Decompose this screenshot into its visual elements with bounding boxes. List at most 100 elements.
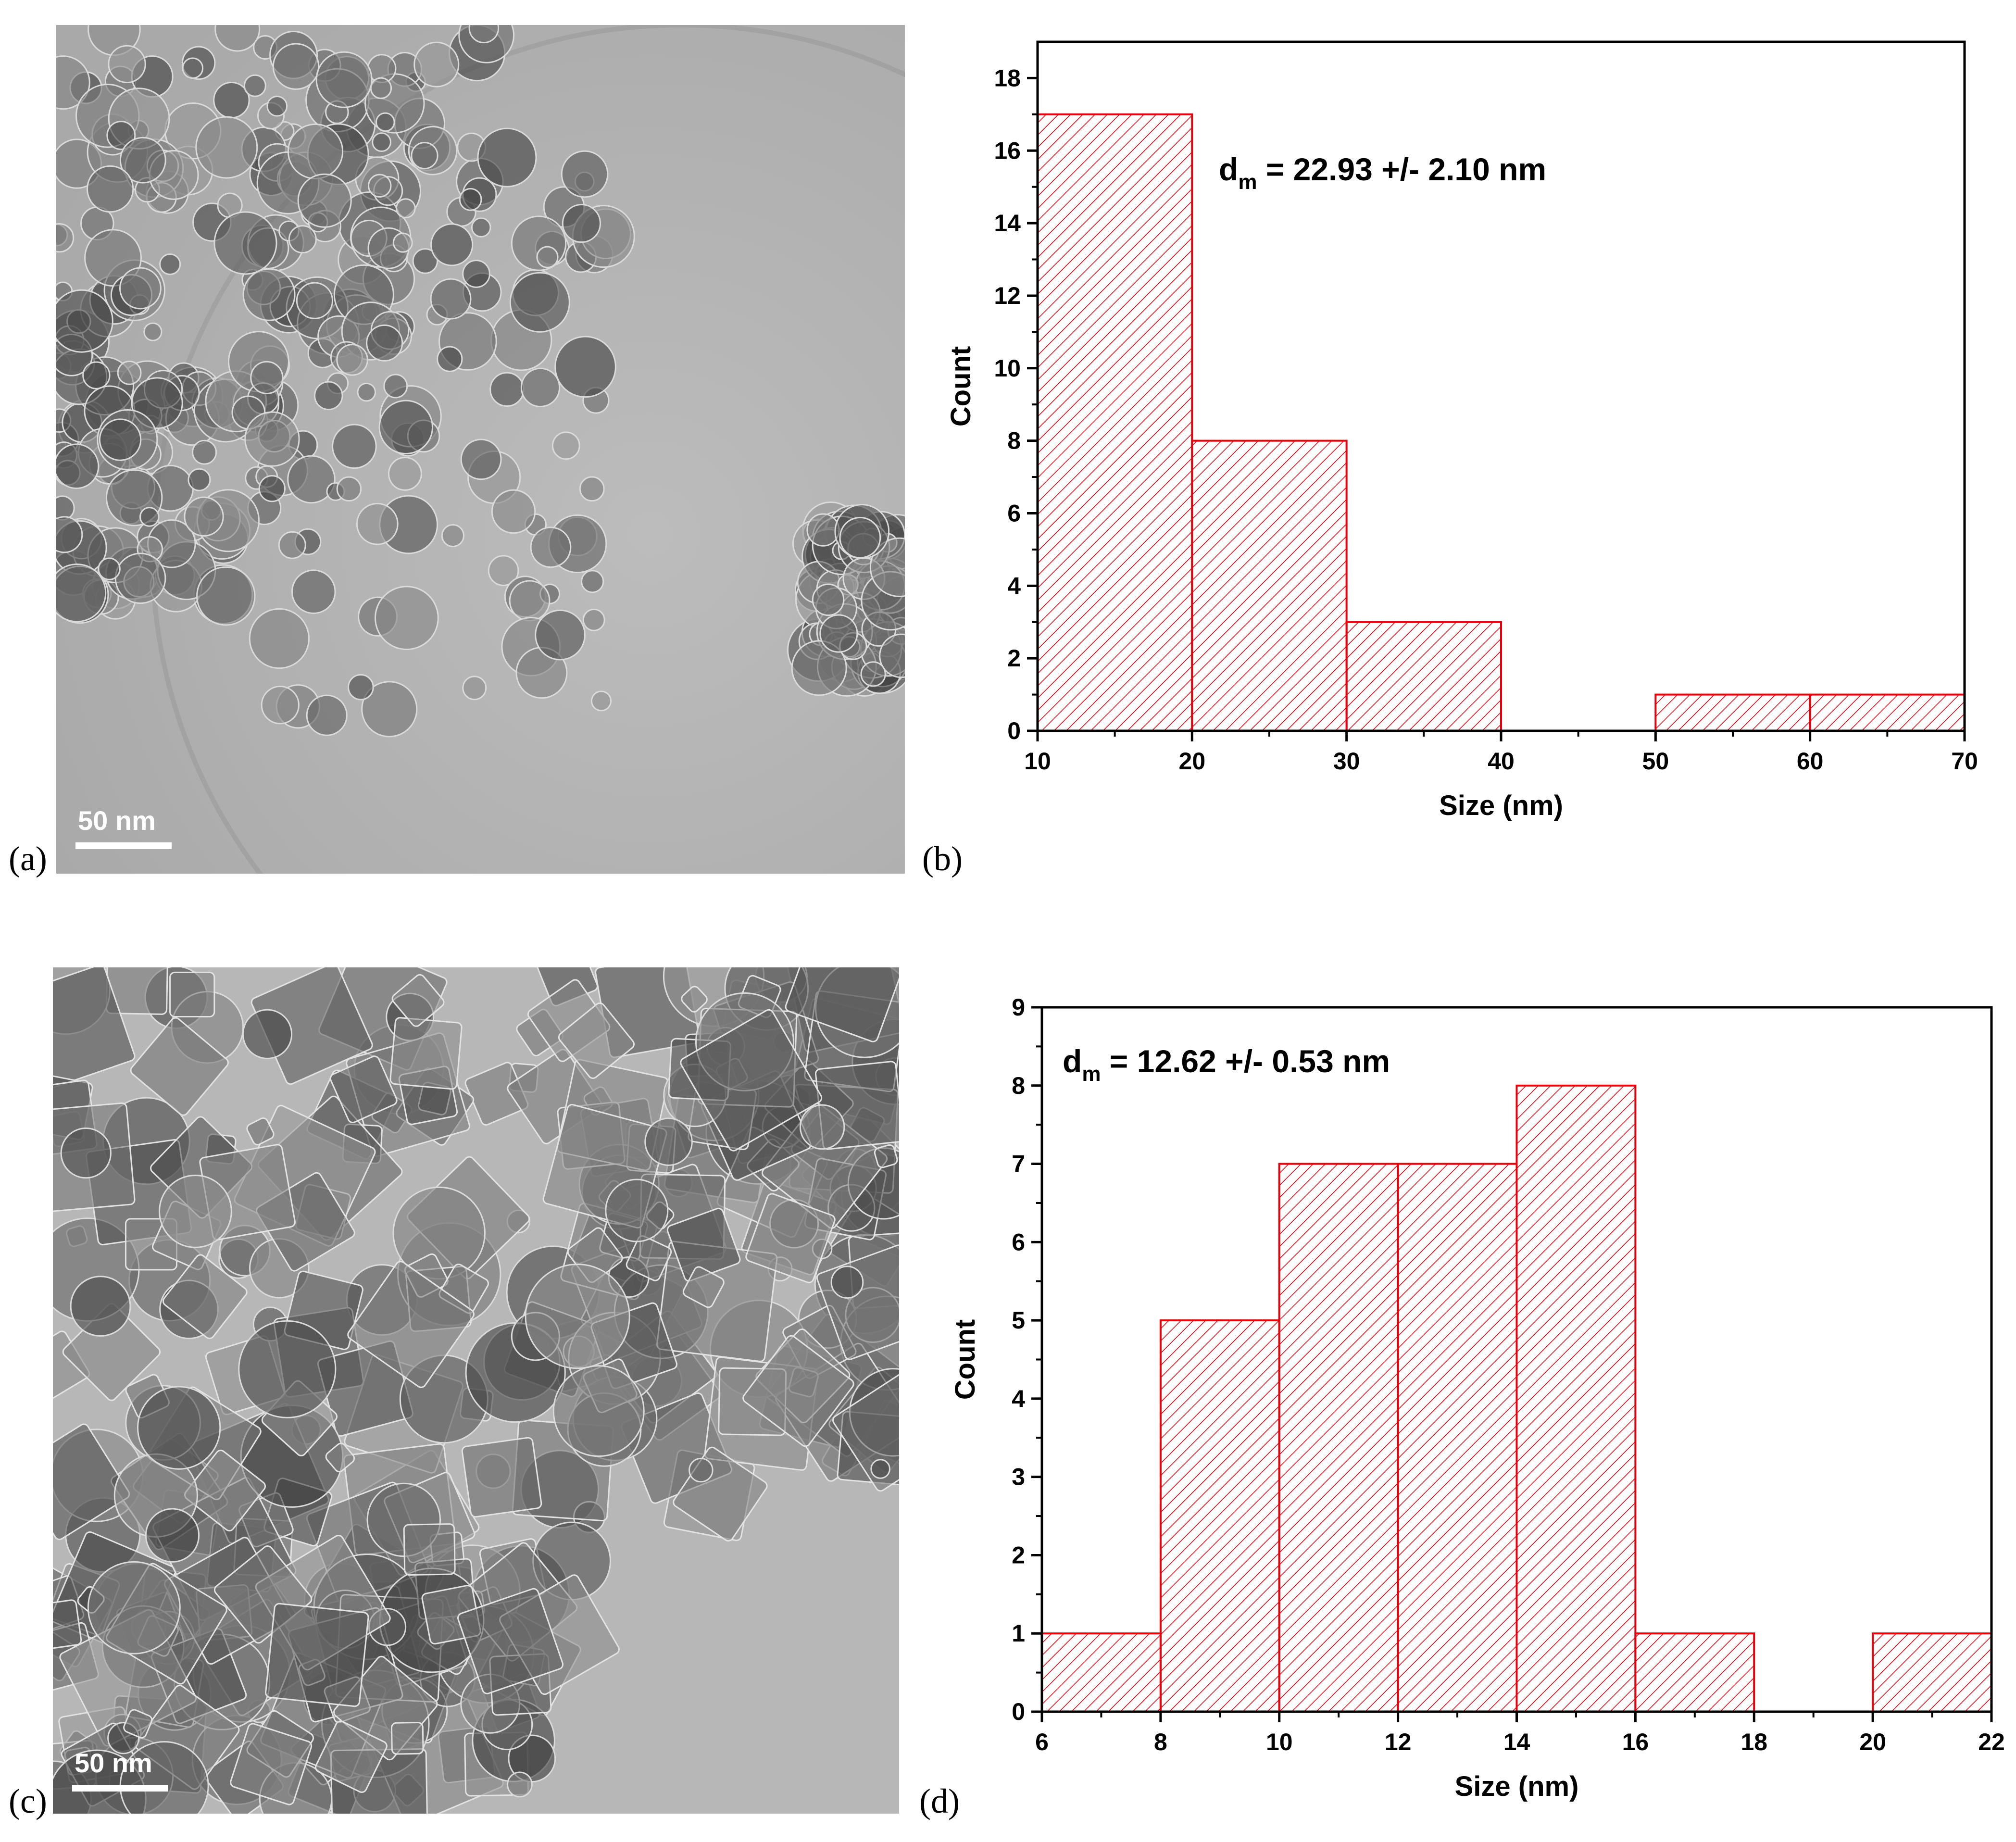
nanoparticle	[56, 563, 107, 623]
nanoparticle	[459, 188, 482, 211]
panel-letter-d: (d)	[919, 1782, 960, 1820]
nanoparticle	[489, 372, 525, 407]
nanoparticle	[520, 367, 561, 408]
nanoparticle	[558, 1002, 635, 1079]
x-tick-label: 14	[1503, 1729, 1530, 1755]
nanoparticle	[430, 278, 472, 320]
nanoparticle	[214, 25, 261, 52]
nanoparticle	[213, 211, 277, 275]
nanoparticle	[332, 424, 377, 469]
y-tick-label: 12	[994, 282, 1021, 309]
nanoparticle	[213, 82, 250, 119]
nanoparticle	[315, 1720, 388, 1793]
nanoparticle	[579, 476, 605, 502]
nanoparticle	[375, 586, 439, 651]
nanoparticle	[507, 1771, 533, 1798]
nanoparticle	[244, 411, 300, 467]
nanoparticle	[230, 1723, 313, 1805]
histogram-bar	[1654, 693, 1811, 732]
nanoparticle	[159, 253, 181, 276]
tem-particles-a	[56, 25, 905, 874]
x-tick-label: 70	[1951, 748, 1978, 775]
nanoparticle	[119, 267, 162, 310]
nanoparticle	[605, 1178, 669, 1242]
x-tick-label: 6	[1035, 1729, 1049, 1755]
nanoparticle	[348, 674, 374, 701]
nanoparticle	[53, 1599, 82, 1651]
nanoparticle	[192, 439, 217, 465]
nanoparticle	[56, 223, 75, 253]
nanoparticle	[681, 986, 708, 1013]
y-tick-label: 16	[994, 137, 1021, 164]
panel-letter-a: (a)	[9, 840, 47, 878]
y-tick-label: 7	[1012, 1151, 1025, 1178]
scale-bar-label-c: 50 nm	[75, 1748, 152, 1778]
nanoparticle	[461, 1437, 542, 1518]
x-tick-label: 50	[1642, 748, 1669, 775]
nanoparticle	[561, 150, 609, 198]
nanoparticle	[372, 132, 391, 152]
y-tick-label: 4	[1007, 572, 1021, 599]
nanoparticle	[839, 516, 881, 559]
x-axis-title: Size (nm)	[1455, 1771, 1579, 1802]
y-tick-label: 10	[994, 355, 1021, 382]
x-tick-label: 10	[1266, 1729, 1293, 1755]
nanoparticle	[291, 569, 336, 614]
nanoparticle	[819, 614, 858, 653]
nanoparticle	[391, 1722, 424, 1755]
y-tick-label: 4	[1012, 1385, 1025, 1412]
nanoparticle	[551, 431, 580, 460]
x-axis-title: Size (nm)	[1439, 790, 1563, 821]
nanoparticle	[742, 1335, 854, 1447]
y-tick-label: 1	[1012, 1620, 1025, 1647]
nanoparticle	[139, 507, 160, 527]
mean-size-annotation: dm = 12.62 +/- 0.53 nm	[1063, 1043, 1390, 1086]
scale-bar-a	[75, 842, 172, 849]
nanoparticle	[860, 661, 886, 687]
nanoparticle	[682, 1266, 725, 1308]
nanoparticle	[411, 141, 438, 170]
nanoparticle	[830, 1266, 864, 1299]
nanoparticle	[243, 74, 266, 97]
y-tick-label: 2	[1007, 645, 1021, 672]
panel-letter-b: (b)	[922, 840, 963, 878]
y-axis-title: Count	[950, 1319, 981, 1400]
nanoparticle	[87, 1561, 181, 1654]
nanoparticle	[347, 1261, 475, 1388]
nanoparticle	[370, 77, 392, 99]
nanoparticle	[53, 1423, 130, 1541]
nanoparticle	[562, 204, 601, 243]
nanoparticle	[329, 1055, 398, 1124]
nanoparticle	[356, 502, 399, 545]
nanoparticle	[689, 1457, 714, 1483]
nanoparticle	[378, 400, 433, 455]
nanoparticle	[53, 967, 136, 1091]
histogram-bar	[1278, 1163, 1399, 1713]
nanoparticle	[195, 116, 258, 179]
nanoparticle	[238, 1320, 337, 1418]
scale-bar-label-a: 50 nm	[78, 805, 156, 836]
y-tick-label: 6	[1012, 1228, 1025, 1255]
nanoparticle	[471, 217, 491, 238]
nanoparticle	[137, 1386, 221, 1470]
nanoparticle	[249, 608, 310, 669]
nanoparticle	[288, 225, 317, 254]
nanoparticle	[272, 43, 320, 90]
nanoparticle	[509, 580, 551, 622]
nanoparticle	[242, 1009, 293, 1059]
nanoparticle	[582, 608, 605, 631]
nanoparticle	[383, 374, 408, 399]
nanoparticle	[395, 198, 416, 219]
nanoparticle	[368, 174, 392, 198]
nanoparticle	[296, 282, 334, 319]
nanoparticle	[60, 1127, 112, 1179]
nanoparticle	[297, 173, 352, 228]
histogram-bar	[1515, 1084, 1637, 1713]
nanoparticle	[392, 232, 413, 253]
nanoparticle	[437, 346, 463, 372]
y-tick-label: 8	[1012, 1072, 1025, 1099]
nanoparticle	[535, 609, 586, 661]
x-tick-label: 16	[1622, 1729, 1649, 1755]
nanoparticle	[388, 457, 422, 491]
x-tick-label: 22	[1978, 1729, 2005, 1755]
